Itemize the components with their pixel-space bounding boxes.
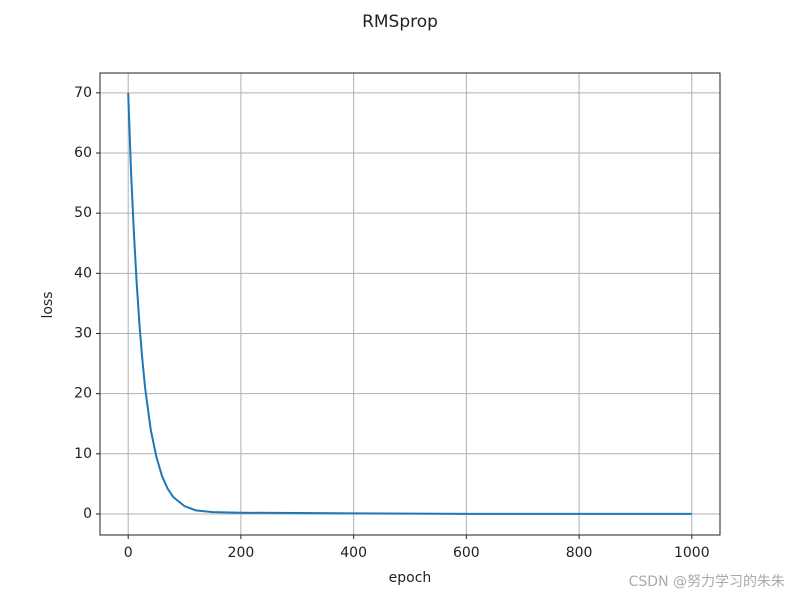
x-axis-label: epoch — [389, 570, 432, 586]
y-tick-label: 50 — [74, 205, 92, 221]
x-tick-label: 400 — [340, 545, 367, 561]
y-axis-label: loss — [40, 291, 56, 318]
watermark: CSDN @努力学习的朱朱 — [629, 574, 785, 590]
x-tick-label: 0 — [124, 545, 133, 561]
x-tick-label: 600 — [453, 545, 480, 561]
x-tick-label: 200 — [228, 545, 255, 561]
y-tick-label: 0 — [83, 506, 92, 522]
x-tick-label: 800 — [566, 545, 593, 561]
y-tick-label: 60 — [74, 145, 92, 161]
plot-frame — [99, 72, 721, 536]
y-tick-label: 70 — [74, 85, 92, 101]
y-tick-label: 20 — [74, 386, 92, 402]
y-tick-label: 30 — [74, 325, 92, 341]
loss-line — [127, 92, 692, 515]
chart-title: RMSprop — [362, 12, 438, 32]
y-tick-label: 40 — [74, 265, 92, 281]
x-tick-label: 1000 — [674, 545, 710, 561]
y-tick-label: 10 — [74, 446, 92, 462]
